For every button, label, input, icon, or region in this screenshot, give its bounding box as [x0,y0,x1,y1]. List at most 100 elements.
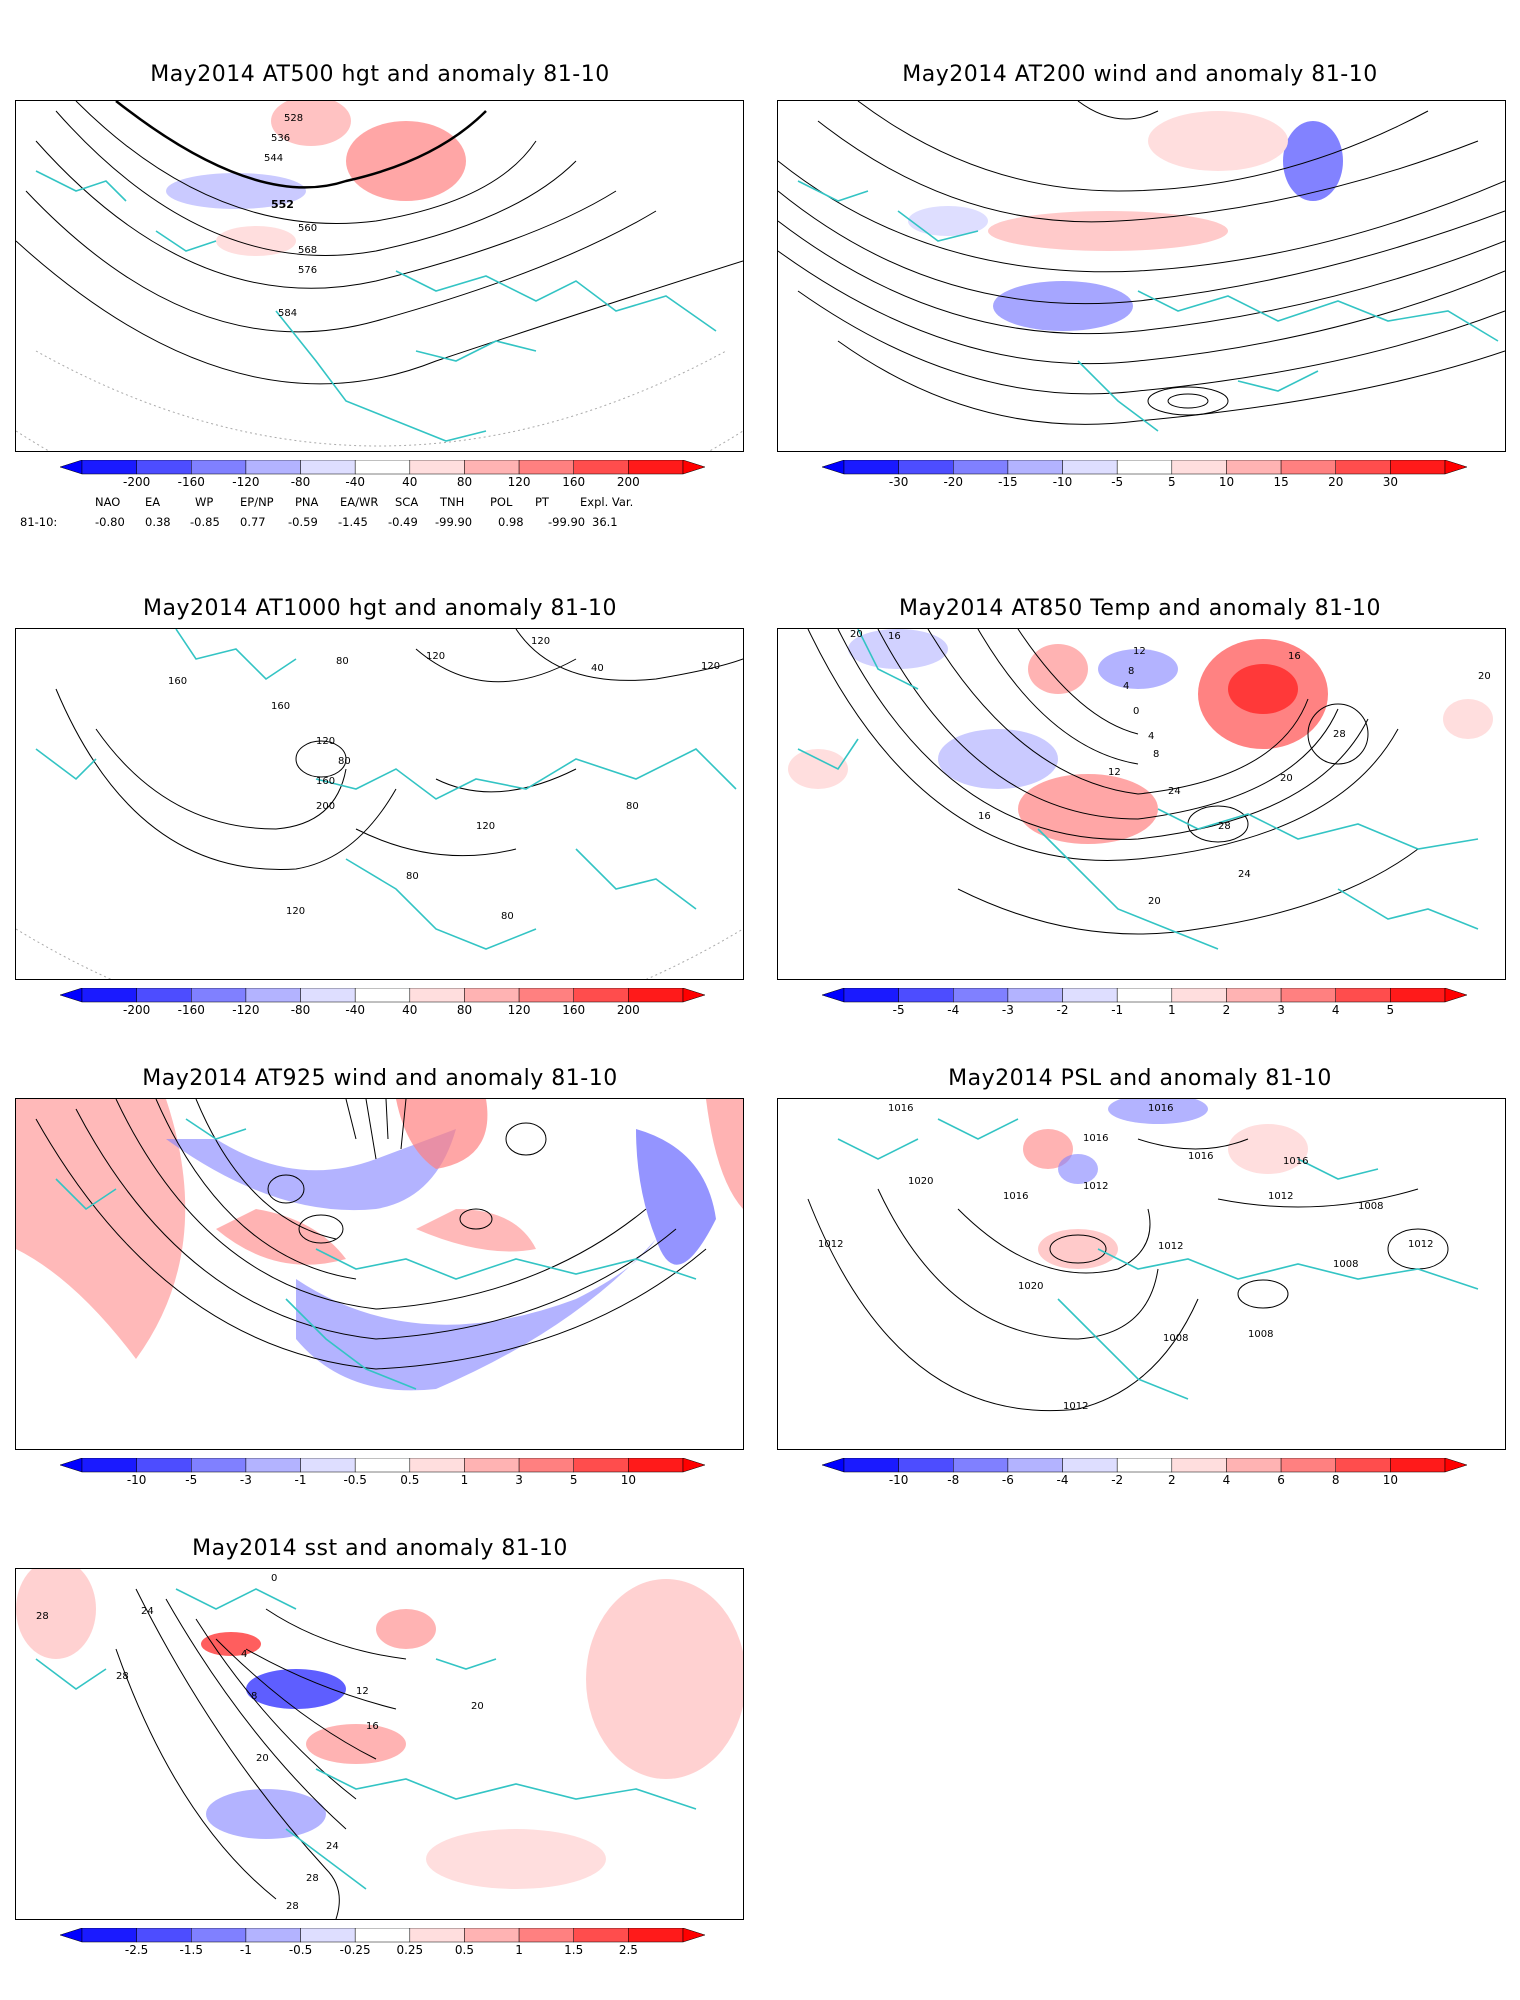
colorbar-tick-label: -80 [290,475,311,489]
colorbar-tick-label: 40 [402,1003,418,1017]
colorbar-box [1390,460,1446,475]
map-outer-mask [16,1799,743,1919]
colorbar-tick-label: -10 [126,1473,147,1487]
anomaly-positive-blob [376,1609,436,1649]
colorbar-tick-label: 30 [1382,475,1398,489]
contour-label: 1008 [1163,1333,1188,1344]
colorbar-box [300,1458,356,1473]
colorbar-box [1062,460,1118,475]
map-canvas: 20 16 12 8 4 0 4 8 12 16 20 24 28 24 20 … [788,629,1493,950]
panel-at850: May2014 AT850 Temp and anomaly 81-10 [760,560,1520,1030]
map-canvas: 528 536 544 552 560 568 576 584 [16,101,743,451]
colorbar-box [953,460,1009,475]
panel-title: May2014 AT925 wind and anomaly 81-10 [142,1066,618,1091]
colorbar-tick-label: 1 [1167,1003,1176,1017]
colorbar-box [1007,988,1063,1003]
colorbar-boxes [60,988,705,1003]
index-header: WP [195,495,214,509]
anomaly-positive-blob [306,1724,406,1764]
contour-label: 160 [316,776,335,787]
colorbar-box [843,1458,899,1473]
contour-label: 12 [356,1686,369,1697]
contour-label: 20 [1280,773,1293,784]
colorbar-box [409,1458,465,1473]
anomaly-positive-blob [271,101,351,146]
anomaly-positive-blob [201,1632,261,1656]
contour-label: 24 [1238,869,1251,880]
colorbar-box [81,988,137,1003]
contour-label: 544 [264,153,283,164]
colorbar-tick-label: 0.25 [396,1943,424,1957]
map-canvas [778,101,1505,432]
anomaly-positive-blob [16,1569,96,1659]
colorbar-tick-label: 1.5 [564,1943,584,1957]
anomaly-positive-blob [426,1829,606,1889]
colorbar-tick-label: -200 [123,1003,151,1017]
contour-label: 0 [271,1573,277,1584]
colorbar-tick-label: 4 [1331,1003,1340,1017]
colorbar-tick-label: -3 [239,1473,252,1487]
colorbar-box [464,1458,520,1473]
colorbar-tick-label: 3 [515,1473,523,1487]
contour-label: 200 [316,801,335,812]
colorbar-box [573,460,629,475]
contour-label: 20 [850,629,863,640]
panel-title: May2014 AT1000 hgt and anomaly 81-10 [143,596,617,621]
anomaly-negative-blob [1283,121,1343,201]
contour-label: 16 [888,631,901,642]
map-canvas: 1016 1016 1016 1016 1012 1020 1016 1016 … [807,1099,1479,1412]
colorbar-box [1062,1458,1118,1473]
colorbar-tick-label: 3 [1277,1003,1285,1017]
colorbar-tick-label: -30 [888,475,909,489]
colorbar-box [81,1928,137,1943]
contour-label: 1016 [1148,1103,1173,1114]
contour-label: 160 [271,701,290,712]
colorbar-tick-label: -200 [123,475,151,489]
colorbar-box [409,988,465,1003]
contour-label: 160 [168,676,187,687]
contour-label: 8 [251,1691,257,1702]
contour-label: 16 [1288,651,1301,662]
colorbar-tick-label: -120 [232,1003,260,1017]
colorbar-box [1390,988,1446,1003]
anomaly-field-positive [706,1099,743,1209]
colorbar-box [953,1458,1009,1473]
colorbar-tick-label: -0.5 [288,1943,313,1957]
coastline [35,1588,697,1890]
sst-contours [115,1588,407,1919]
colorbar-tick-label: 1 [515,1943,523,1957]
contour-label: 1012 [1408,1239,1433,1250]
contour-label: 1012 [1063,1401,1088,1412]
colorbar-box [81,1458,137,1473]
anomaly-positive-blob [1023,1129,1073,1169]
colorbar-tick-label: 4 [1222,1473,1231,1487]
colorbar-tick-label: -120 [232,475,260,489]
coastline [797,180,1499,432]
colorbar-tick-label: -0.25 [339,1943,371,1957]
colorbar-tick-label: 80 [456,1003,473,1017]
colorbar-arrow-high [682,460,705,475]
colorbar-tick-label: 200 [616,475,640,489]
coastline [797,629,1479,950]
colorbar-tick-label: -10 [1052,475,1073,489]
pressure-contours [807,1138,1449,1411]
colorbar-arrow-high [1444,460,1467,475]
colorbar-box [1007,460,1063,475]
colorbar-tick-label: 40 [402,475,418,489]
contour-label: 1008 [1248,1329,1273,1340]
colorbar-boxes [60,1458,705,1473]
contour-label: 4 [1148,731,1154,742]
anomaly-positive-blob [346,121,466,201]
contour-label: 20 [471,1701,484,1712]
contour-label: 120 [316,736,335,747]
colorbar-tick-label: 1 [460,1473,469,1487]
colorbar-box [354,1458,411,1473]
colorbar-tick-label: -0.5 [343,1473,367,1487]
colorbar-tick-label: 2.5 [618,1943,638,1957]
anomaly-field-positive [16,1099,186,1359]
colorbar-box [191,1928,247,1943]
colorbar-box [628,460,684,475]
colorbar-tick-label: -80 [290,1003,311,1017]
map-canvas: 160 80 120 160 120 40 80 120 200 160 120… [16,629,743,979]
panel-title: May2014 sst and anomaly 81-10 [192,1536,568,1561]
